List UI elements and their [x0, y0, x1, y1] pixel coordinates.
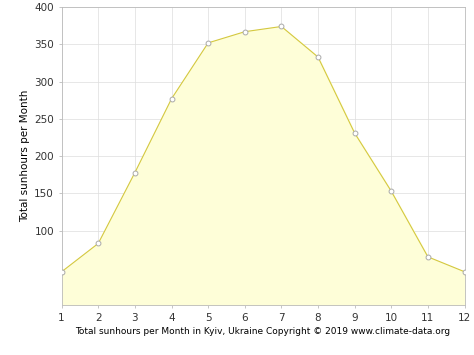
Y-axis label: Total sunhours per Month: Total sunhours per Month	[20, 90, 30, 222]
X-axis label: Total sunhours per Month in Kyiv, Ukraine Copyright © 2019 www.climate-data.org: Total sunhours per Month in Kyiv, Ukrain…	[75, 327, 451, 336]
